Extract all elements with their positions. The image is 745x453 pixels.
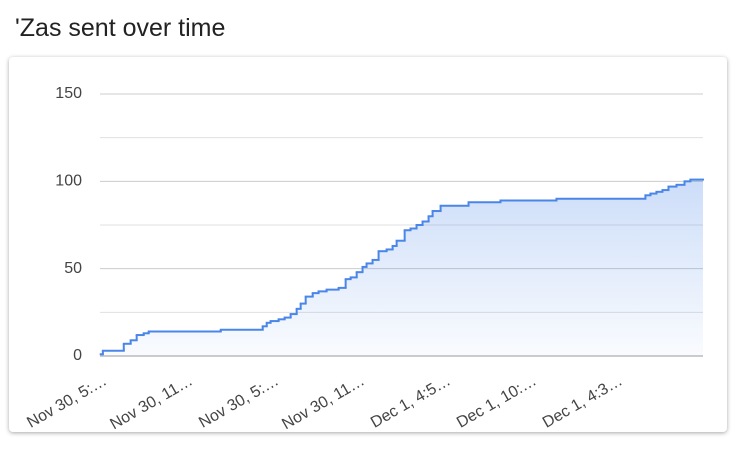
x-tick-label: Dec 1, 4:3…	[540, 372, 626, 431]
x-tick-label: Nov 30, 5:…	[196, 372, 282, 431]
chart-title: 'Zas sent over time	[15, 14, 226, 42]
x-tick-label: Nov 30, 11…	[279, 372, 367, 433]
x-tick-label: Dec 1, 10:…	[454, 372, 540, 431]
y-tick-label: 150	[55, 85, 82, 102]
x-tick-label: Nov 30, 5:…	[24, 372, 110, 431]
y-tick-label: 50	[64, 260, 82, 277]
y-tick-label: 100	[55, 173, 82, 190]
x-tick-label: Nov 30, 11…	[107, 372, 195, 433]
area	[100, 179, 704, 356]
y-tick-label: 0	[73, 347, 82, 364]
x-tick-label: Dec 1, 4:5…	[368, 372, 454, 431]
